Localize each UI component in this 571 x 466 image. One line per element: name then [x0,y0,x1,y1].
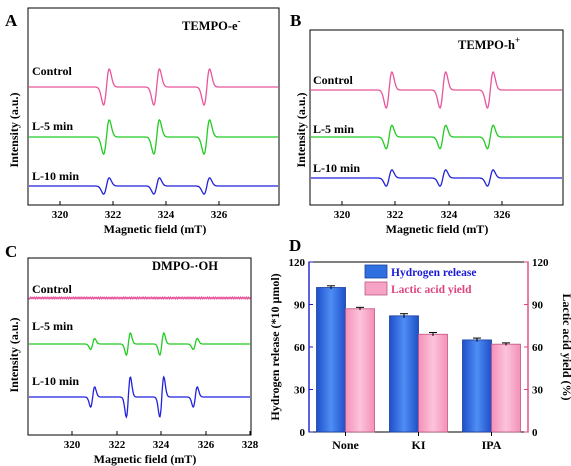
panel-c-traces [28,295,251,419]
panel-c-frame [27,257,252,436]
panel-b-xtick-label: 322 [387,209,404,221]
panel-c-xtick-label: 320 [64,439,81,451]
panel-b-trace-label-l5: L-5 min [313,122,354,136]
category-label: None [332,438,359,452]
bar-lactic [418,333,448,433]
epr-trace [311,169,562,187]
panel-d-ylabel-right: Lactic acid yield (%) [560,294,571,401]
panel-c-ylabel: Intensity (a.u.) [7,317,21,392]
panel-a-title: TEMPO-e- [182,16,241,33]
right-tick-label: 60 [532,342,544,354]
legend-label-hydrogen: Hydrogen release [391,267,477,279]
panel-b-xtick-label: 326 [494,209,511,221]
epr-trace [311,124,562,150]
panel-a-frame [27,7,280,206]
panel-c: C Intensity (a.u.) DMPO-·OH Control L-5 … [5,242,259,466]
legend-label-lactic: Lactic acid yield [391,284,472,296]
panel-c-xticks: 320 322 324 326 328 [64,431,259,451]
panel-b-trace-label-control: Control [313,73,353,87]
panel-c-trace-label-control: Control [32,282,72,296]
panel-c-letter: C [5,242,17,261]
epr-trace [28,295,251,301]
panel-b-ylabel: Intensity (a.u.) [294,92,308,167]
panel-c-xtick-label: 326 [198,439,215,451]
category-label: IPA [482,438,502,452]
epr-trace [311,71,562,110]
epr-trace [29,177,278,195]
panel-a: A Intensity (a.u.) TEMPO-e- Control L-5 … [5,7,280,236]
panel-a-xlabel: Magnetic field (mT) [104,222,207,236]
panel-a-xtick-label: 326 [211,209,228,221]
panel-b: B Intensity (a.u.) TEMPO-h+ Control L-5 … [290,11,564,236]
panel-a-letter: A [5,11,18,30]
legend-swatch-hydrogen [364,264,388,279]
panel-a-xticks: 320 322 324 326 [52,201,228,221]
bar-hydrogen [316,287,346,433]
panel-a-ylabel: Intensity (a.u.) [7,92,21,167]
panel-d-ylabel-left: Hydrogen release (*10 μmol) [268,273,282,420]
panel-b-xtick-label: 324 [441,209,458,221]
panel-c-trace-label-l5: L-5 min [32,319,73,333]
panel-c-title: DMPO-·OH [152,259,218,273]
right-tick-label: 120 [532,257,549,269]
panel-c-xlabel: Magnetic field (mT) [94,452,197,466]
panel-c-xtick-label: 324 [153,439,170,451]
panel-c-trace-label-l10: L-10 min [32,374,79,388]
bar-lactic [491,343,521,433]
epr-trace [29,375,250,419]
panel-d-bars: None KI IPA [316,285,521,452]
panel-d-legend: Hydrogen release Lactic acid yield [364,264,477,296]
panel-d-axes: 0 30 60 90 120 0 30 60 90 120 [289,257,550,439]
epr-trace [29,331,250,357]
panel-a-xtick-label: 320 [52,209,69,221]
left-tick-label: 0 [300,427,306,439]
panel-d-letter: D [289,236,301,255]
panel-c-xtick-label: 322 [109,439,126,451]
panel-b-xlabel: Magnetic field (mT) [386,222,489,236]
panel-b-traces [311,71,562,187]
panel-a-trace-label-l10: L-10 min [32,169,79,183]
panel-b-title: TEMPO-h+ [458,35,520,52]
right-tick-label: 90 [532,300,544,312]
panel-b-letter: B [290,11,301,30]
panel-a-xtick-label: 322 [105,209,122,221]
panel-a-xtick-label: 324 [158,209,175,221]
panel-b-trace-label-l10: L-10 min [313,161,360,175]
panel-c-xtick-label: 328 [242,439,259,451]
left-tick-label: 30 [294,385,306,397]
panel-a-trace-label-control: Control [32,64,72,78]
bar-lactic [345,308,375,433]
left-tick-label: 60 [294,342,306,354]
legend-swatch-lactic [364,281,388,296]
left-tick-label: 90 [294,300,306,312]
panel-d: D Hydrogen release (*10 μmol) Lactic aci… [268,236,571,452]
panel-b-xticks: 320 322 324 326 [334,201,511,221]
epr-trace [29,67,278,107]
panel-a-traces [29,67,278,195]
panel-b-xtick-label: 320 [334,209,351,221]
epr-trace [29,118,278,156]
right-tick-label: 30 [532,385,544,397]
bar-hydrogen [462,339,492,433]
category-label: KI [411,438,425,452]
left-tick-label: 120 [289,257,306,269]
panel-b-frame [309,29,564,206]
panel-a-trace-label-l5: L-5 min [32,119,73,133]
bar-hydrogen [389,315,419,433]
right-tick-label: 0 [532,427,538,439]
